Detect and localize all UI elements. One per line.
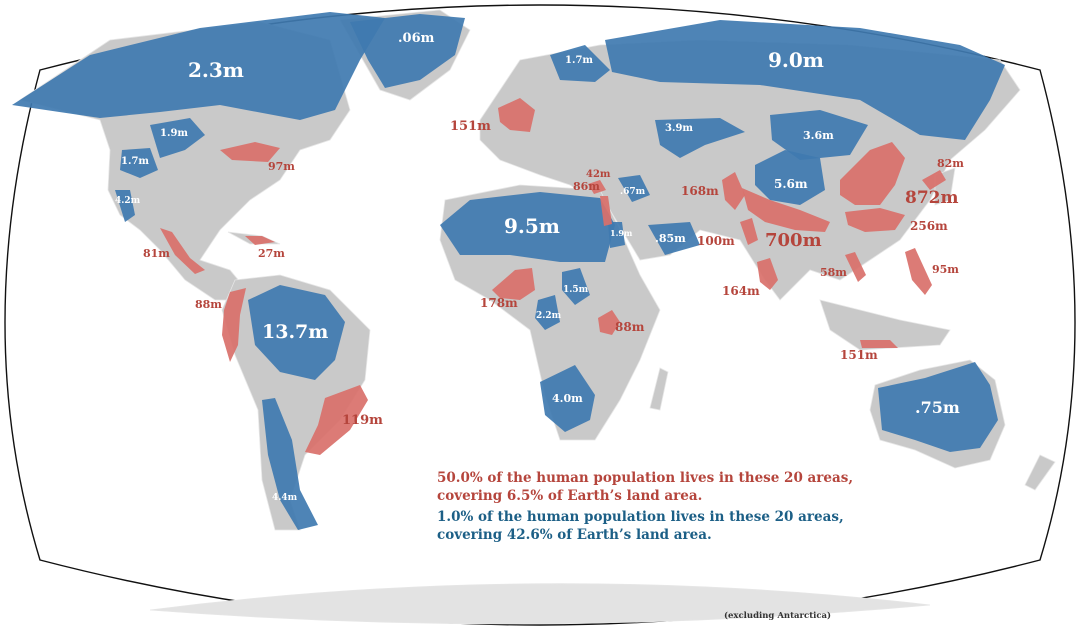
sparse-area-mongolia [770,110,868,160]
label-kazakhstan: 3.9m [665,123,693,134]
dense-area-europe [498,98,535,132]
legend-caption: 50.0% of the human population lives in t… [437,469,957,544]
dense-caption: 50.0% of the human population lives in t… [437,469,957,505]
dense-area-pakistan [722,172,745,210]
sparse-area-kazakhstan [655,118,745,158]
label-australia: .75m [915,398,960,417]
label-arabia: .85m [655,232,686,245]
dense-area-nile [600,196,612,226]
label-west-africa: 178m [480,296,518,310]
label-vietnam: 58m [820,266,847,279]
antarctica-land [149,583,931,625]
dense-area-west-africa [492,268,535,300]
label-se-brazil: 119m [342,413,383,428]
label-caribbean: 27m [258,247,285,260]
sparse-area-tibet [755,150,825,205]
sparse-area-kalahari [540,365,595,432]
label-south-china: 256m [910,219,948,233]
dense-area-philippines [905,248,932,295]
sparse-area-red-sea [608,222,625,248]
dense-labels: 151m 97m 81m 27m 88m 119m 42m 86m 178m 8… [143,119,964,428]
label-patagonia: 4.4m [272,493,298,503]
sparse-area-arabia [648,222,700,255]
sparse-area-central-africa [562,268,590,305]
label-mongolia: 3.6m [803,129,834,142]
dense-area-java [860,340,898,348]
sparse-area-siberia [605,20,1005,140]
label-japan: 82m [937,157,964,170]
indonesia-land [819,299,951,351]
label-andes: 88m [195,298,222,311]
sparse-area-patagonia [262,398,318,530]
label-canada-central: 1.9m [160,128,188,139]
dense-caption-line2: covering 6.5% of Earth’s land area. [437,488,703,504]
label-central-africa: 1.5m [563,285,589,295]
label-us-west: 1.7m [121,156,149,167]
sparse-caption-line2: covering 42.6% of Earth’s land area. [437,527,712,543]
label-scandinavia: 1.7m [565,55,593,66]
dense-area-vietnam [845,252,866,282]
sparse-area-baja [115,190,135,222]
sparse-area-north-america-arctic [12,12,385,120]
label-ganges: 700m [765,230,822,251]
sparse-area-us-west [120,148,158,178]
dense-area-central-mexico [160,228,205,274]
label-north-america-arctic: 2.3m [188,58,244,82]
label-red-sea: 1.9m [610,228,633,238]
label-sahara: 9.5m [504,214,560,238]
dense-area-east-africa [598,310,620,335]
label-baja: 4.2m [115,196,141,206]
dense-area-japan [922,170,946,190]
dense-area-south-china [845,208,905,232]
sparse-caption: 1.0% of the human population lives in th… [437,508,957,544]
dense-caption-line1: 50.0% of the human population lives in t… [437,470,854,486]
sparse-area-gabon [535,295,560,330]
sparse-area-greenland [350,14,465,88]
sparse-area-scandinavia [550,45,610,82]
dense-regions [160,98,946,455]
new-zealand-land [1024,454,1056,491]
dense-area-turkey [588,180,606,194]
dense-area-china [840,142,905,205]
sparse-area-sahara [440,192,615,262]
label-pakistan: 168m [681,184,719,198]
label-us-northeast: 97m [268,160,295,173]
dense-area-andes [222,288,246,362]
label-amazon: 13.7m [262,321,328,343]
label-syrian-desert: .67m [620,187,646,197]
label-gujarat: 100m [697,234,735,248]
footnote: (excluding Antarctica) [724,611,832,621]
dense-area-ganges [742,188,830,232]
label-java: 151m [840,348,878,362]
label-nile: 86m [573,180,600,193]
label-siberia: 9.0m [768,48,824,72]
sparse-area-australia [878,362,998,452]
label-philippines: 95m [932,263,959,276]
dense-area-us-northeast [220,142,280,162]
sparse-regions [12,12,1005,530]
label-kalahari: 4.0m [552,392,583,405]
label-east-africa: 88m [615,320,645,334]
label-china: 872m [905,188,958,208]
sparse-area-syrian-desert [618,175,650,202]
label-south-india: 164m [722,284,760,298]
dense-area-se-brazil [305,385,368,455]
sparse-area-amazon [248,285,345,380]
label-tibet: 5.6m [774,177,808,191]
sparse-caption-line1: 1.0% of the human population lives in th… [437,509,844,525]
label-central-mexico: 81m [143,247,170,260]
dense-area-gujarat [740,218,758,245]
madagascar-land [649,367,669,411]
label-gabon: 2.2m [536,311,562,321]
dense-area-caribbean [245,236,275,245]
sparse-area-canada-central [150,118,205,158]
label-greenland: .06m [398,31,435,46]
sparse-labels: 2.3m .06m 1.7m 9.0m 1.9m 1.7m 4.2m 3.9m … [115,31,960,503]
label-turkey: 42m [586,169,611,180]
label-europe: 151m [450,119,491,134]
dense-area-south-india [757,258,778,290]
